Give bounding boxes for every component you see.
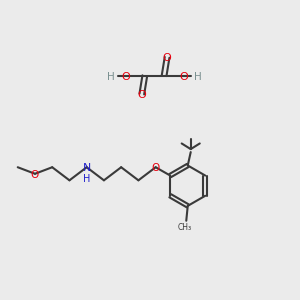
Text: H: H (107, 72, 115, 82)
Text: O: O (152, 163, 160, 173)
Text: O: O (137, 90, 146, 100)
Text: H: H (83, 174, 90, 184)
Text: CH₃: CH₃ (178, 223, 192, 232)
Text: O: O (31, 170, 39, 180)
Text: O: O (179, 72, 188, 82)
Text: N: N (82, 163, 91, 173)
Text: O: O (121, 72, 130, 82)
Text: O: O (163, 53, 172, 63)
Text: H: H (194, 72, 202, 82)
